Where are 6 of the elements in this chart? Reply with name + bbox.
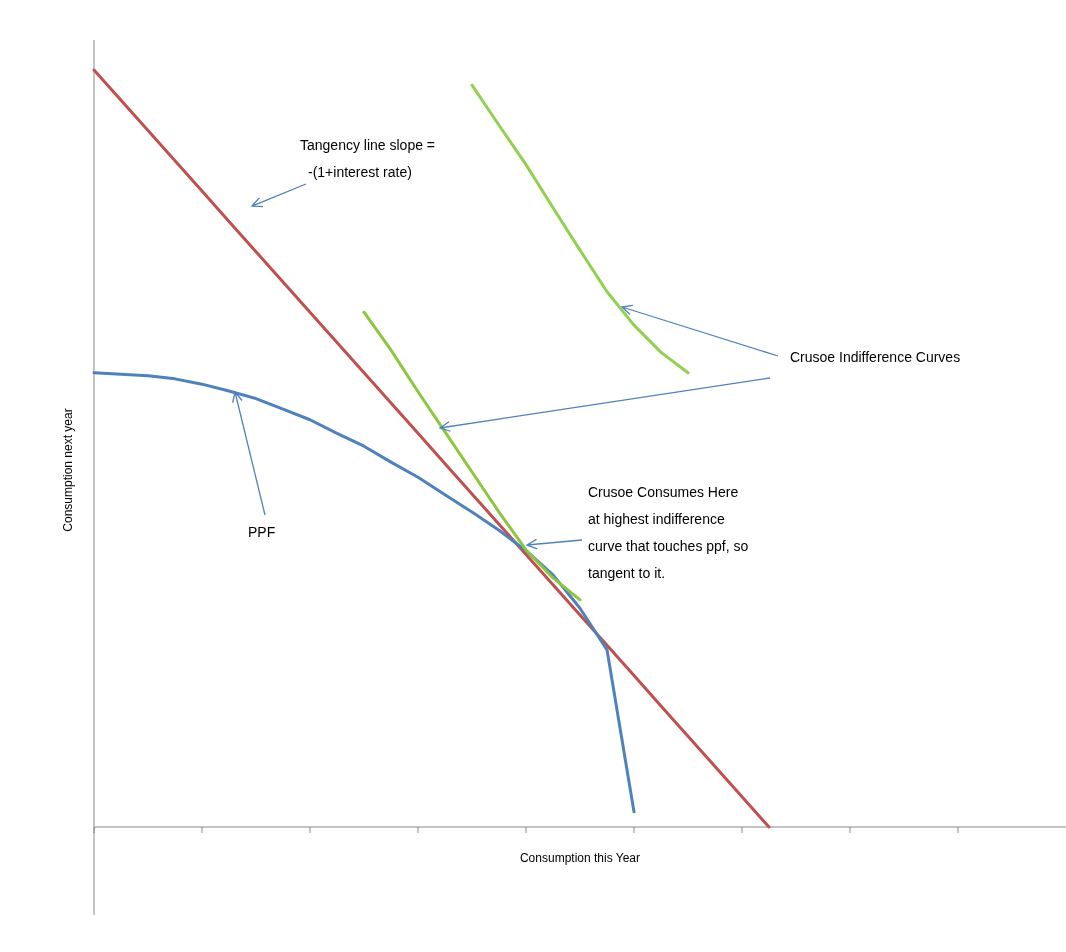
x-axis-title: Consumption this Year [519, 851, 641, 865]
y-axis-title: Consumption next year [61, 408, 75, 532]
annotation: Tangency line slope = -(1+interest rate) [300, 137, 436, 180]
annotation: Crusoe Consumes Here at highest indifference curve that touches ppf, so tangent to it. [588, 484, 749, 581]
annotation: Crusoe Indifference Curves [790, 349, 961, 365]
annotation: PPF [248, 524, 276, 540]
